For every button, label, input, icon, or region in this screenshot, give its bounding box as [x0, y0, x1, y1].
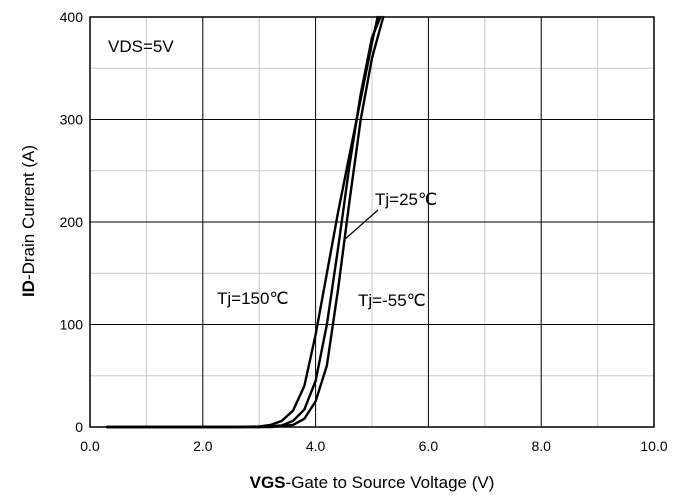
- tick-labels: 0.0 2.0 4.0 6.0 8.0 10.0 0 100 200 300 400: [60, 9, 668, 454]
- y-tick-label: 100: [60, 317, 84, 333]
- series-line-2: [105, 15, 385, 429]
- x-tick-label: 2.0: [193, 438, 213, 454]
- x-axis-title: VGS-Gate to Source Voltage (V): [250, 473, 495, 492]
- y-axis-title: ID-Drain Current (A): [19, 145, 38, 297]
- y-tick-label: 300: [60, 112, 84, 128]
- annotation-condition: VDS=5V: [108, 37, 174, 56]
- annotation-tj-25: Tj=25℃: [375, 190, 437, 209]
- grid-lines: [90, 17, 654, 427]
- x-tick-label: 6.0: [419, 438, 439, 454]
- series-curves: [105, 15, 385, 429]
- annotation-tj-150: Tj=150℃: [217, 289, 289, 308]
- x-tick-label: 4.0: [306, 438, 326, 454]
- y-tick-label: 400: [60, 9, 84, 25]
- x-tick-label: 0.0: [80, 438, 100, 454]
- y-tick-label: 0: [75, 419, 83, 435]
- x-tick-label: 10.0: [640, 438, 667, 454]
- leader-line-tj-25: [343, 209, 379, 241]
- annotation-tj-m55: Tj=-55℃: [358, 291, 426, 310]
- x-tick-label: 8.0: [531, 438, 551, 454]
- plot-frame: [89, 16, 655, 428]
- y-tick-label: 200: [60, 214, 84, 230]
